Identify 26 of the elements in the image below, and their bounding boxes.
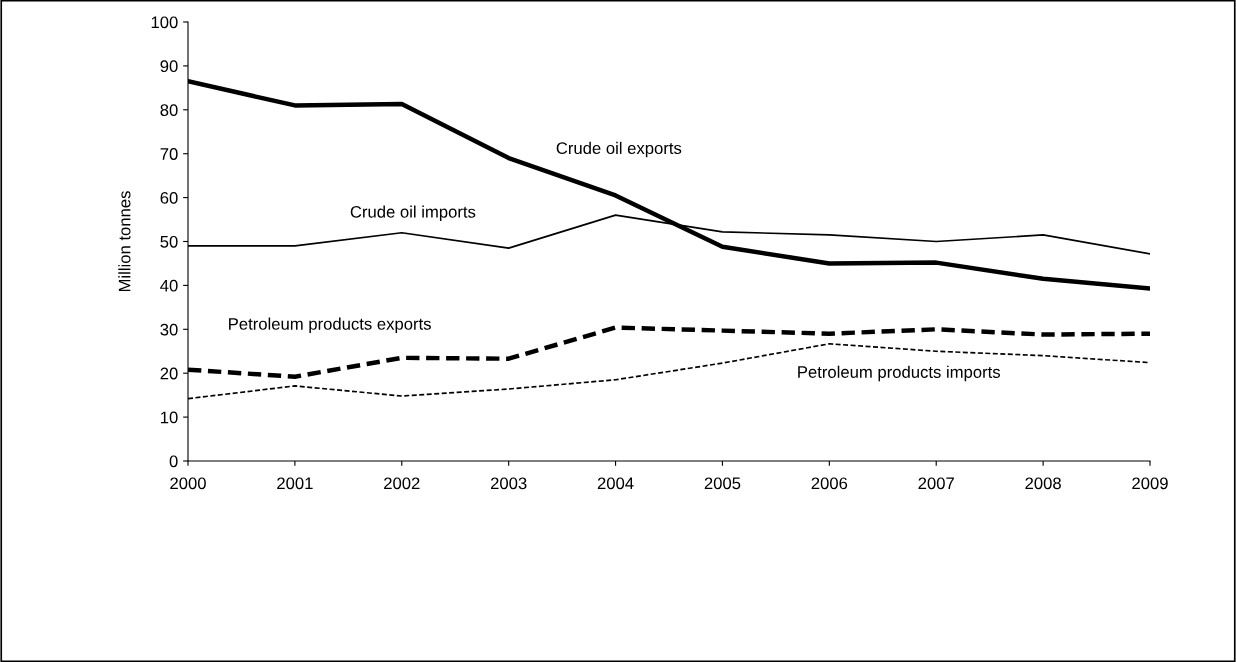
y-tick-label: 60 — [160, 192, 178, 204]
y-tick-label: 40 — [160, 279, 178, 292]
x-tick-label: 2008 — [1025, 477, 1061, 490]
y-tick-label: 100 — [151, 16, 178, 29]
series-label: Petroleum products exports — [229, 317, 431, 334]
y-tick-label: 90 — [160, 60, 178, 73]
x-tick-label: 2002 — [384, 477, 420, 490]
x-tick-label: 2009 — [1132, 477, 1168, 490]
series-label: Crude oil imports — [350, 205, 476, 222]
x-tick-label: 2005 — [704, 477, 741, 490]
x-tick-label: 2006 — [811, 477, 848, 490]
y-tick-label: 80 — [160, 104, 178, 116]
y-tick-label: 0 — [169, 455, 178, 468]
series-label: Crude oil exports — [556, 141, 682, 158]
x-tick-label: 2000 — [170, 477, 206, 490]
y-tick-label: 50 — [160, 235, 178, 248]
x-tick-label: 2001 — [277, 477, 313, 490]
series-label: Petroleum products imports — [798, 365, 1001, 382]
x-tick-label: 2003 — [490, 477, 527, 490]
y-axis-title: Million tonnes — [118, 191, 131, 292]
x-tick-label: 2007 — [918, 477, 954, 490]
y-tick-label: 30 — [160, 323, 178, 336]
y-tick-label: 20 — [160, 367, 178, 380]
y-tick-label: 70 — [160, 148, 178, 160]
x-tick-label: 2004 — [597, 477, 634, 490]
y-tick-label: 10 — [161, 411, 178, 424]
